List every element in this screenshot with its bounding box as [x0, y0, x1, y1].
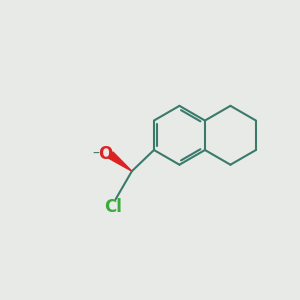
Polygon shape	[108, 152, 132, 171]
Text: O: O	[98, 145, 112, 163]
Text: Cl: Cl	[104, 198, 122, 216]
Text: –: –	[92, 146, 99, 161]
